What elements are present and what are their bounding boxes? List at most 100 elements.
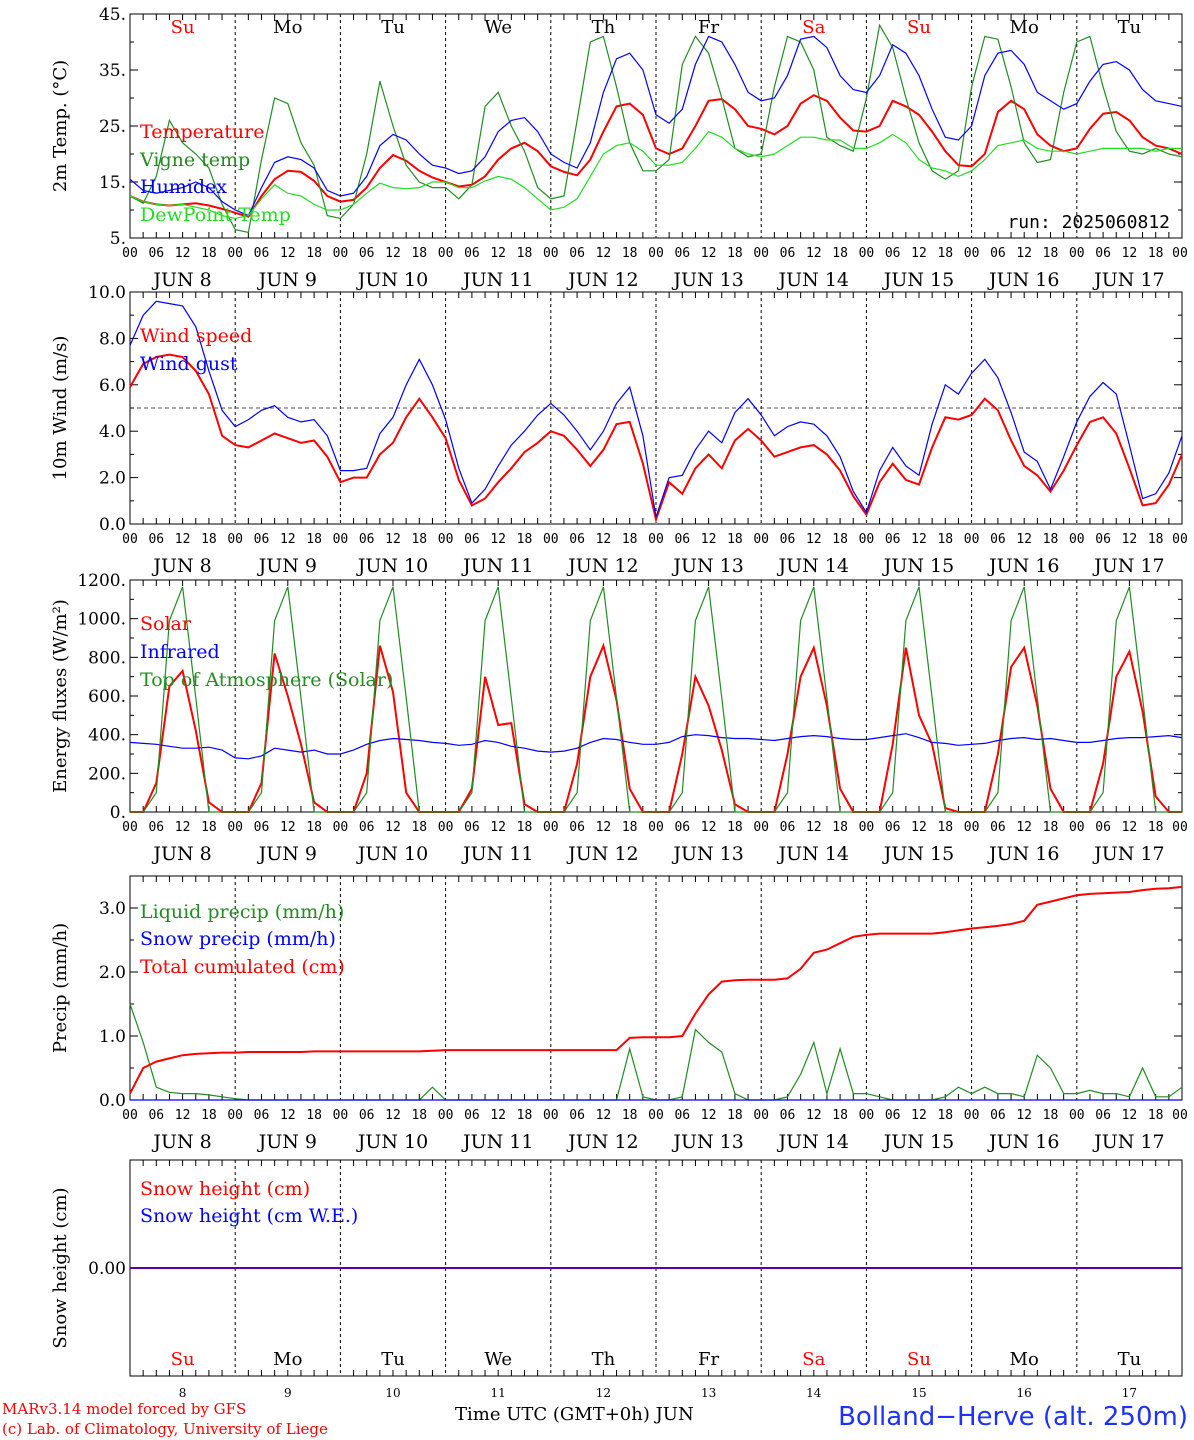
hour-tick-label: 00 [122,246,138,261]
y-tick-label: 2.0 [99,469,126,489]
hour-tick-label: 12 [1016,532,1032,547]
hour-tick-label: 18 [411,1108,427,1123]
hour-tick-label: 06 [359,246,375,261]
legend-entry: Infrared [140,641,220,663]
series-line-infrared [129,733,1183,760]
hour-tick-label: 06 [464,532,480,547]
weekday-label-bottom: Mo [273,1349,302,1370]
hour-tick-label: 06 [885,820,901,835]
hour-tick-label: 18 [937,820,953,835]
hour-tick-label: 18 [1148,246,1164,261]
series-line-wind-speed [129,353,1183,523]
hour-tick-label: 12 [596,1108,612,1123]
day-label: JUN 11 [461,269,533,291]
hour-tick-label: 06 [359,1108,375,1123]
day-label: JUN 15 [882,1131,954,1153]
hour-tick-label: 12 [1122,246,1138,261]
hour-tick-label: 06 [780,1108,796,1123]
hour-tick-label: 18 [832,820,848,835]
series-line-wind-gust [129,300,1183,518]
day-label: JUN 15 [882,555,954,577]
hour-tick-label: 06 [780,532,796,547]
legend-entry: Snow precip (mm/h) [140,928,336,950]
legend-entry: Temperature [140,121,264,143]
hour-tick-label: 06 [254,532,270,547]
weekday-label-bottom: We [484,1349,512,1370]
hour-tick-label: 12 [596,246,612,261]
y-axis-label: Snow height (cm) [50,1187,71,1348]
day-label: JUN 17 [1092,1131,1164,1153]
y-axis-label: Precip (mm/h) [50,923,71,1053]
hour-tick-label: 18 [832,1108,848,1123]
hour-tick-label: 06 [1095,820,1111,835]
series-line-top-of-atmosphere-solar- [130,586,1182,813]
hour-tick-label: 06 [674,820,690,835]
legend-entry: Wind gust [140,353,238,375]
hour-tick-label: 00 [122,532,138,547]
day-label: JUN 14 [777,843,849,865]
hour-tick-label: 00 [122,820,138,835]
station-name: Bolland−Herve (alt. 250m) [838,1402,1188,1432]
hour-tick-label: 18 [727,1108,743,1123]
y-tick-label: 0.00 [88,1259,126,1279]
weekday-label: Th [592,17,616,38]
hour-tick-label: 00 [964,532,980,547]
day-label: JUN 10 [356,555,428,577]
weekday-label: Tu [1118,17,1142,38]
lab-credit: (c) Lab. of Climatology, University of L… [2,1420,328,1438]
hour-tick-label: 12 [911,1108,927,1123]
day-label: JUN 14 [777,555,849,577]
y-axis-label: 2m Temp. (°C) [50,60,71,192]
hour-tick-label: 00 [964,820,980,835]
day-label: JUN 11 [461,1131,533,1153]
y-tick-label: 200. [88,764,126,784]
day-label: JUN 16 [987,555,1059,577]
hour-tick-label: 00 [438,246,454,261]
hour-tick-label: 00 [543,246,559,261]
hour-tick-label: 18 [201,820,217,835]
day-label: JUN 9 [257,269,317,291]
series-line-humidex [129,35,1183,217]
day-label: JUN 16 [987,843,1059,865]
series-line-vigne-temp [129,23,1183,234]
hour-tick-label: 12 [806,1108,822,1123]
hour-tick-label: 06 [569,820,585,835]
weekday-label-bottom: Tu [381,1349,405,1370]
hour-tick-label: 00 [1069,532,1085,547]
hour-tick-label: 12 [806,246,822,261]
day-number-label: 11 [491,1386,506,1400]
hour-tick-label: 12 [701,246,717,261]
y-tick-label: 6.0 [99,376,126,396]
hour-tick-label: 06 [464,1108,480,1123]
hour-tick-label: 00 [1172,532,1188,547]
hour-tick-label: 12 [490,820,506,835]
weekday-label: We [484,17,512,38]
hour-tick-label: 12 [280,532,296,547]
day-number-label: 9 [284,1386,292,1400]
day-label: JUN 8 [151,555,211,577]
hour-tick-label: 12 [1122,820,1138,835]
weekday-label: Su [171,17,195,38]
y-axis-label: Energy fluxes (W/m²) [50,599,71,793]
y-axis-label: 10m Wind (m/s) [50,336,71,481]
day-label: JUN 12 [566,555,638,577]
day-number-label: 15 [911,1386,926,1400]
legend-entry: Liquid precip (mm/h) [140,901,344,923]
hour-tick-label: 18 [411,820,427,835]
legend-entry: Snow height (cm W.E.) [140,1205,358,1227]
hour-tick-label: 18 [201,1108,217,1123]
y-tick-label: 800. [88,648,126,668]
hour-tick-label: 12 [596,532,612,547]
day-label: JUN 8 [151,843,211,865]
run-annotation: run: 2025060812 [1007,212,1170,233]
hour-tick-label: 00 [333,820,349,835]
day-label: JUN 10 [356,1131,428,1153]
hour-tick-label: 06 [569,1108,585,1123]
hour-tick-label: 00 [333,246,349,261]
hour-tick-label: 18 [517,1108,533,1123]
hour-tick-label: 18 [622,532,638,547]
hour-tick-label: 00 [227,246,243,261]
legend-entry: Humidex [140,176,227,198]
day-number-label: 16 [1017,1386,1032,1400]
hour-tick-label: 06 [148,820,164,835]
